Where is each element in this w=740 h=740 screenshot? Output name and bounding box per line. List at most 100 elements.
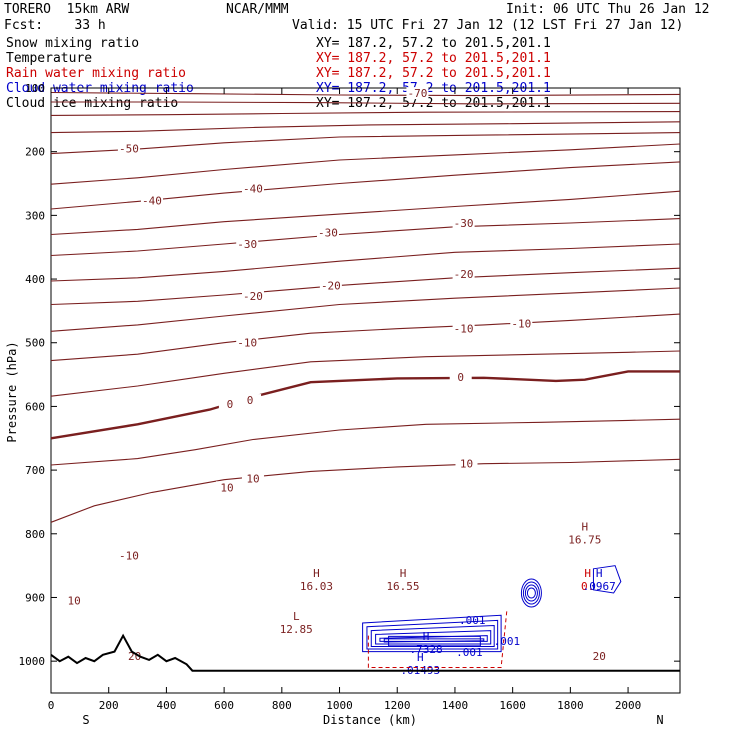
- isotherm--65: [51, 101, 681, 105]
- isotherm-label: -40: [142, 195, 162, 208]
- center-title: NCAR/MMM: [226, 2, 289, 17]
- y-axis-label: Pressure (hPa): [5, 341, 19, 442]
- extremum-marker: H: [596, 567, 603, 580]
- extremum-value: .001: [456, 646, 483, 659]
- y-tick-label: 200: [25, 146, 45, 159]
- isotherm-label-bg: [449, 371, 472, 384]
- legend-snow-xy: XY= 187.2, 57.2 to 201.5,201.1: [316, 36, 551, 51]
- isotherm-label-bg: [319, 279, 342, 292]
- isotherm--60: [50, 111, 681, 116]
- isotherm-0: [50, 370, 680, 440]
- isotherm-label: -20: [321, 279, 341, 292]
- isotherm--40: [50, 161, 681, 210]
- isotherm-label: -10: [237, 337, 257, 350]
- cloud-water-contour: [375, 630, 492, 645]
- isotherm-label: 10: [246, 472, 259, 485]
- isotherm--25: [50, 243, 681, 282]
- isotherm--20: [50, 267, 681, 306]
- x-tick-label: 1200: [384, 699, 411, 712]
- isotherm-label-bg: [241, 290, 264, 303]
- y-tick-label: 400: [25, 273, 45, 286]
- rain-water-contour: [367, 610, 508, 669]
- isotherm-label: 10: [67, 595, 80, 608]
- extremum-value: .7328: [410, 643, 443, 656]
- y-tick-label: 700: [25, 464, 45, 477]
- cloud-water-cell: [522, 581, 540, 605]
- isotherm-label: -20: [454, 268, 474, 281]
- cloud-water-cell: [592, 565, 622, 594]
- legend-rain-xy: XY= 187.2, 57.2 to 201.5,201.1: [316, 66, 551, 81]
- isotherm-label-bg: [216, 481, 239, 494]
- legend-temp-xy: XY= 187.2, 57.2 to 201.5,201.1: [316, 51, 551, 66]
- isotherm-label-bg: [241, 182, 264, 195]
- valid-time: Valid: 15 UTC Fri 27 Jan 12 (12 LST Fri …: [292, 18, 684, 33]
- y-tick-label: 600: [25, 400, 45, 413]
- y-tick-label: 300: [25, 209, 45, 222]
- cloud-water-contour: [388, 635, 481, 647]
- forecast-hour: Fcst: 33 h: [4, 18, 106, 33]
- isotherm-label-bg: [117, 142, 140, 155]
- x-tick-label: 2000: [615, 699, 642, 712]
- isotherm--50: [50, 132, 681, 155]
- isotherm--45: [50, 143, 681, 185]
- isotherm-label-bg: [140, 194, 163, 207]
- init-time: Init: 06 UTC Thu 26 Jan 12: [506, 2, 710, 17]
- isotherm-label-bg: [117, 549, 140, 562]
- isotherm-label: 10: [460, 458, 473, 471]
- extremum-value: 0.: [581, 580, 594, 593]
- terrain-line: [50, 633, 680, 672]
- extremum-value: 16.55: [386, 580, 419, 593]
- isotherm-label: 0: [457, 371, 464, 384]
- cloud-water-cell: [520, 578, 542, 608]
- cloud-water-layer: [362, 565, 622, 669]
- label-layer: -70 -50 -40 -40 -30 -30 -30 -20 -20 -20 -10 -10 -10 0…: [63, 87, 616, 677]
- isotherm-label-bg: [236, 336, 259, 349]
- legend-temp-label: Temperature: [6, 51, 93, 66]
- cloud-water-contour: [383, 638, 485, 643]
- isotherm-label-bg: [406, 87, 429, 100]
- isotherm-label-bg: [510, 317, 533, 330]
- isotherm-label: -30: [454, 217, 474, 230]
- cloud-water-contour: [362, 614, 502, 653]
- extremum-marker: H: [313, 567, 320, 580]
- legend-cloudice-label: Cloud ice mixing ratio: [6, 96, 179, 111]
- isotherm-label: -30: [318, 227, 338, 240]
- isotherm-label-bg: [316, 226, 339, 239]
- isotherm-label-bg: [218, 397, 241, 410]
- x-tick-label: 400: [156, 699, 176, 712]
- y-tick-label: 1000: [19, 655, 46, 668]
- cloud-water-contour: [366, 619, 499, 650]
- legend-rain-label: Rain water mixing ratio: [6, 66, 187, 81]
- y-tick-label: 500: [25, 337, 45, 350]
- left-endpoint-label: S: [82, 713, 89, 727]
- isotherm-label: -10: [454, 323, 474, 336]
- x-tick-label: 1600: [499, 699, 526, 712]
- isotherm--70: [50, 91, 681, 97]
- isotherm-label: -10: [511, 318, 531, 331]
- isotherm-label-bg: [236, 238, 259, 251]
- isotherm-label-bg: [241, 472, 264, 485]
- x-tick-label: 0: [48, 699, 55, 712]
- extremum-marker: L: [293, 610, 300, 623]
- extremum-marker: H: [417, 651, 424, 664]
- cloud-water-cell: [524, 584, 538, 602]
- isotherm--55: [50, 121, 681, 134]
- isotherm-label-bg: [452, 217, 475, 230]
- isotherm-10: [50, 458, 681, 523]
- y-tick-label-top: 100: [25, 82, 45, 95]
- x-tick-label: 1800: [557, 699, 584, 712]
- isotherm-5: [50, 418, 681, 466]
- plot-frame: [50, 87, 681, 694]
- isotherm-label: -40: [243, 183, 263, 196]
- isotherm-label: -30: [237, 238, 257, 251]
- isotherm-label-bg: [63, 594, 86, 607]
- cloud-water-cell: [526, 587, 536, 599]
- x-tick-label: 800: [272, 699, 292, 712]
- extremum-value: .001: [494, 635, 521, 648]
- x-tick-label: 1400: [442, 699, 469, 712]
- extremum-value: 16.75: [568, 534, 601, 547]
- extremum-marker: H: [400, 567, 407, 580]
- isotherm--15: [50, 287, 681, 332]
- y-tick-label: 900: [25, 591, 45, 604]
- x-tick-label: 200: [99, 699, 119, 712]
